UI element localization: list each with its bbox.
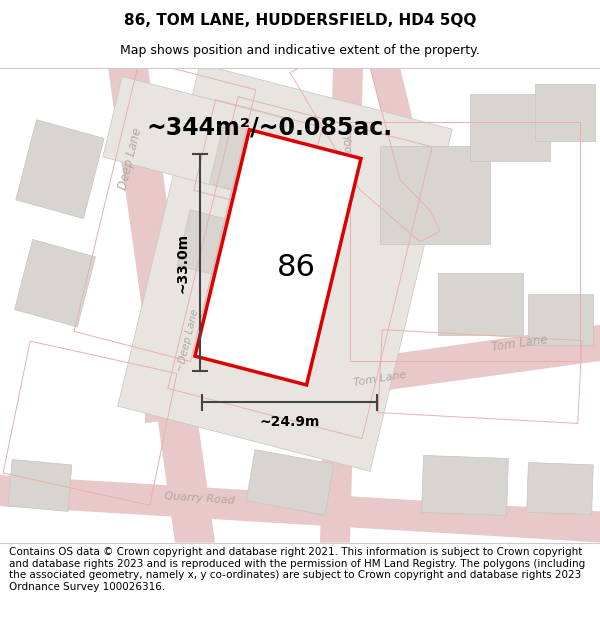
Text: Contains OS data © Crown copyright and database right 2021. This information is : Contains OS data © Crown copyright and d…	[9, 547, 585, 592]
Text: Map shows position and indicative extent of the property.: Map shows position and indicative extent…	[120, 44, 480, 57]
Polygon shape	[8, 459, 72, 511]
Polygon shape	[145, 325, 600, 423]
Text: 86, TOM LANE, HUDDERSFIELD, HD4 5QQ: 86, TOM LANE, HUDDERSFIELD, HD4 5QQ	[124, 12, 476, 28]
Text: Tom Lane: Tom Lane	[491, 333, 549, 354]
Polygon shape	[380, 146, 490, 244]
Text: ~Deep Lane: ~Deep Lane	[175, 308, 200, 372]
Polygon shape	[209, 283, 311, 366]
Polygon shape	[14, 239, 95, 327]
Text: ~344m²/~0.085ac.: ~344m²/~0.085ac.	[147, 116, 393, 139]
Text: Quarry Road: Quarry Road	[164, 491, 236, 506]
Polygon shape	[108, 68, 215, 542]
Polygon shape	[470, 94, 550, 161]
Polygon shape	[535, 84, 595, 141]
Polygon shape	[16, 119, 104, 219]
Text: Deep Lane: Deep Lane	[116, 126, 144, 191]
Text: ~33.0m: ~33.0m	[176, 232, 190, 292]
Polygon shape	[103, 76, 287, 199]
Polygon shape	[527, 462, 593, 514]
Polygon shape	[527, 294, 593, 346]
Polygon shape	[118, 64, 452, 471]
Polygon shape	[177, 210, 263, 284]
Polygon shape	[422, 456, 508, 516]
Text: 86: 86	[277, 253, 316, 282]
Polygon shape	[246, 449, 334, 515]
Polygon shape	[195, 129, 361, 385]
Polygon shape	[370, 68, 430, 190]
Polygon shape	[209, 123, 307, 205]
Text: Tom Lane: Tom Lane	[353, 369, 407, 388]
Text: ~24.9m: ~24.9m	[259, 415, 320, 429]
Polygon shape	[437, 273, 523, 335]
Text: Yoostone: Yoostone	[340, 134, 356, 184]
Polygon shape	[0, 475, 600, 542]
Polygon shape	[320, 68, 363, 542]
